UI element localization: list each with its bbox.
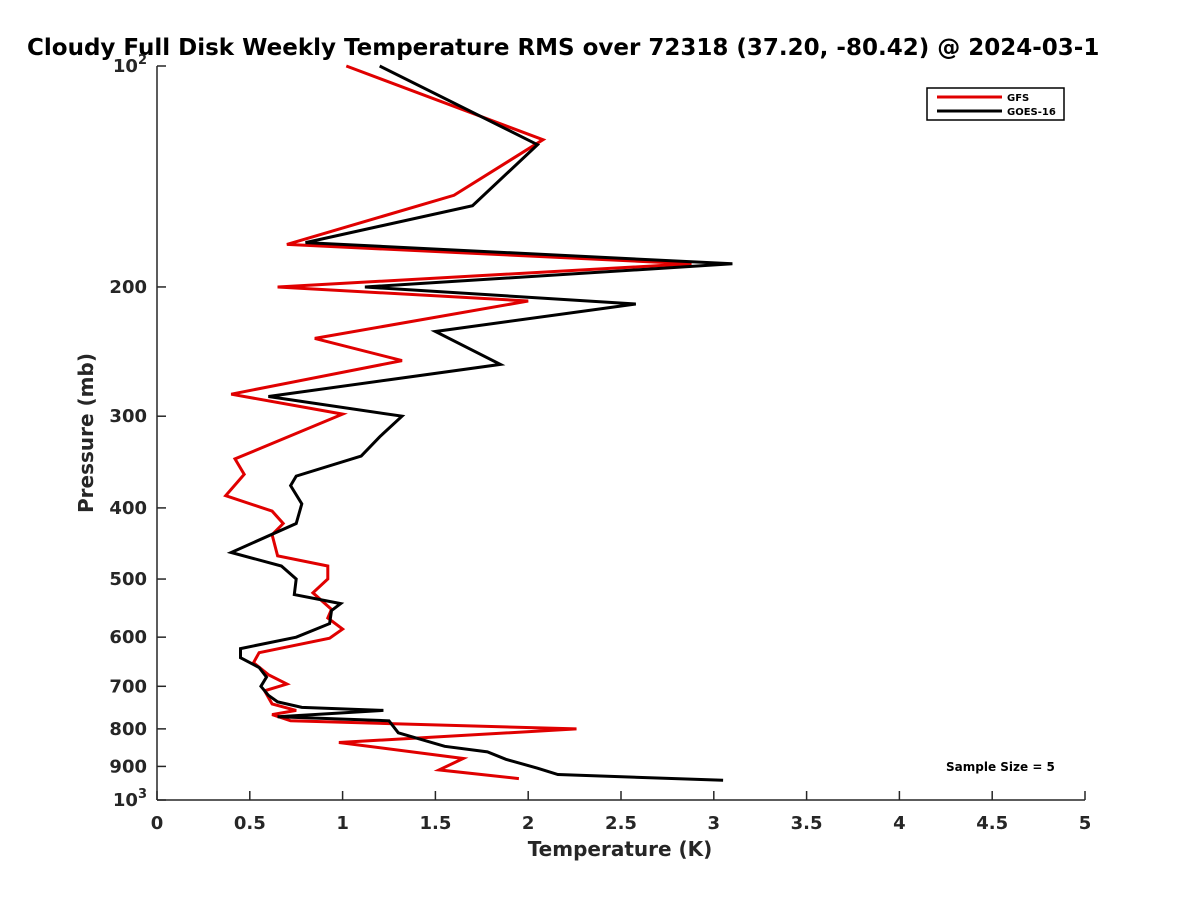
y-tick-label: 900 xyxy=(109,756,147,777)
x-tick-label: 3 xyxy=(708,813,721,834)
x-tick-label: 2.5 xyxy=(605,813,637,834)
y-tick-label: 300 xyxy=(109,406,147,427)
y-tick-label: 800 xyxy=(109,719,147,740)
y-tick-label: 700 xyxy=(109,676,147,697)
y-tick-label: 200 xyxy=(109,277,147,298)
series-line-gfs xyxy=(223,64,692,781)
x-axis-label: Temperature (K) xyxy=(528,837,713,861)
x-tick-label: 1 xyxy=(336,813,349,834)
y-tick-label: 103 xyxy=(113,787,147,811)
x-tick-label: 0 xyxy=(151,813,164,834)
sample-size-annotation: Sample Size = 5 xyxy=(946,760,1055,774)
x-tick-label: 4.5 xyxy=(976,813,1008,834)
legend-label: GOES-16 xyxy=(1007,107,1056,118)
legend: GFS GOES-16 xyxy=(926,87,1065,121)
chart-title: Cloudy Full Disk Weekly Temperature RMS … xyxy=(27,35,1099,61)
x-axis: 0 0.5 1 1.5 2 2.5 3 3.5 4 4.5 5 xyxy=(151,791,1092,834)
legend-label: GFS xyxy=(1007,93,1029,104)
x-tick-label: 5 xyxy=(1079,813,1092,834)
series-layer xyxy=(223,64,733,782)
x-tick-label: 3.5 xyxy=(791,813,823,834)
y-axis: 102 200 300 400 500 600 700 800 900 103 xyxy=(109,53,166,811)
legend-box xyxy=(926,87,1065,121)
y-tick-label: 400 xyxy=(109,498,147,519)
x-tick-label: 0.5 xyxy=(234,813,266,834)
y-tick-label: 600 xyxy=(109,627,147,648)
y-tick-label: 500 xyxy=(109,569,147,590)
x-tick-label: 1.5 xyxy=(419,813,451,834)
x-tick-label: 2 xyxy=(522,813,535,834)
x-tick-label: 4 xyxy=(893,813,906,834)
series-line-goes-16 xyxy=(226,64,733,782)
y-axis-label: Pressure (mb) xyxy=(74,353,98,513)
y-tick-label: 102 xyxy=(113,53,147,77)
